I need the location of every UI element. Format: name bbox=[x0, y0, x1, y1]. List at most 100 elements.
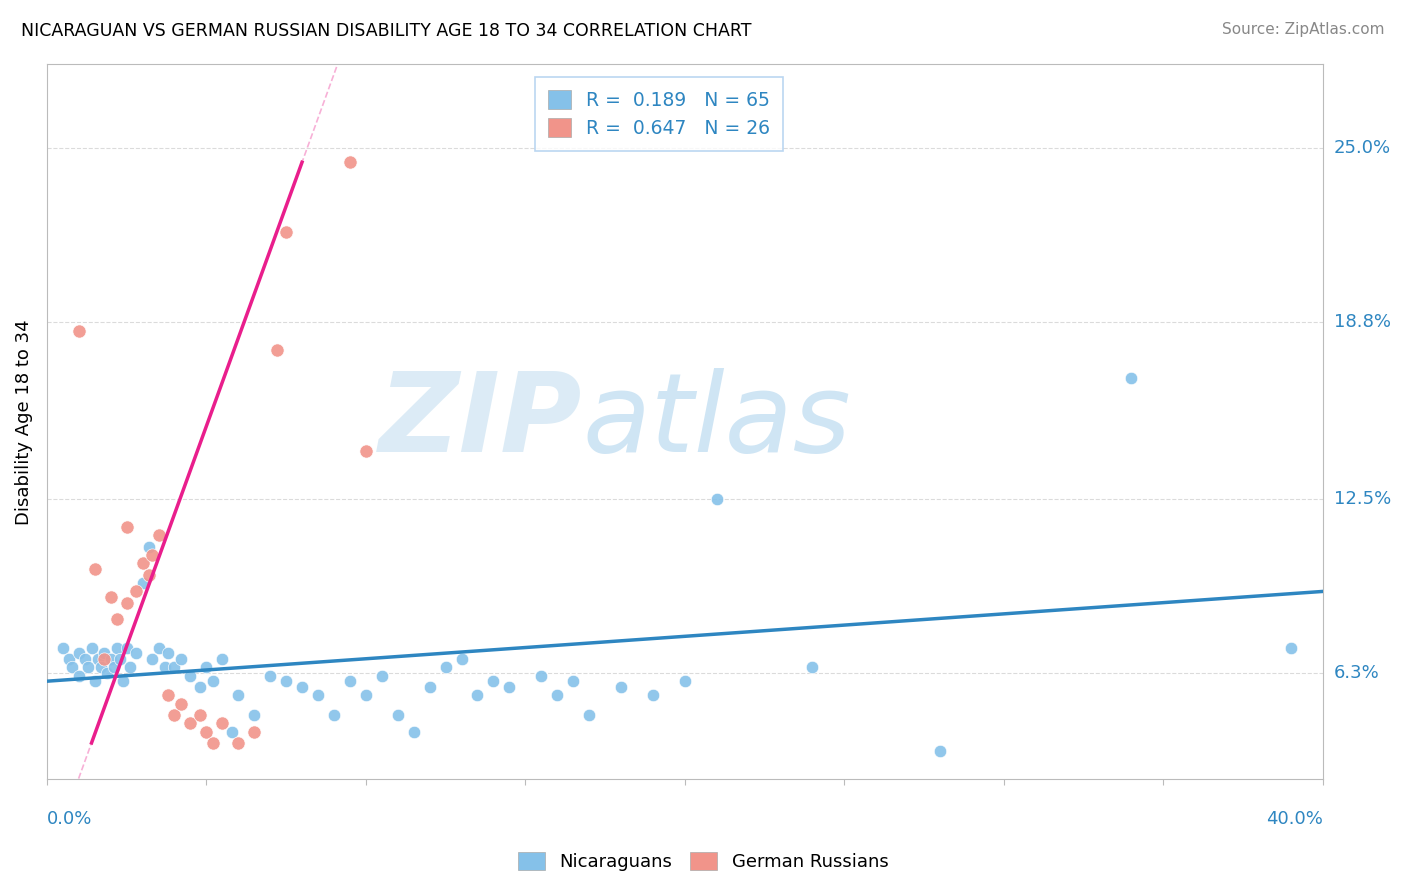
Point bbox=[96, 665, 118, 680]
Point bbox=[201, 674, 224, 689]
Point bbox=[188, 680, 211, 694]
Point bbox=[188, 707, 211, 722]
Point bbox=[93, 652, 115, 666]
Point bbox=[83, 562, 105, 576]
Text: atlas: atlas bbox=[582, 368, 851, 475]
Point bbox=[163, 707, 186, 722]
Point bbox=[307, 688, 329, 702]
Point bbox=[546, 688, 568, 702]
Point bbox=[1279, 640, 1302, 655]
Point bbox=[141, 548, 163, 562]
Point bbox=[138, 567, 160, 582]
Point bbox=[482, 674, 505, 689]
Point bbox=[112, 674, 135, 689]
Point bbox=[706, 491, 728, 506]
Point bbox=[110, 652, 132, 666]
Point bbox=[75, 652, 97, 666]
Point bbox=[163, 660, 186, 674]
Point bbox=[100, 590, 122, 604]
Point bbox=[141, 652, 163, 666]
Point bbox=[148, 528, 170, 542]
Point bbox=[259, 668, 281, 682]
Text: 12.5%: 12.5% bbox=[1334, 490, 1391, 508]
Point bbox=[243, 724, 266, 739]
Point bbox=[211, 716, 233, 731]
Point bbox=[148, 640, 170, 655]
Point bbox=[291, 680, 314, 694]
Point bbox=[221, 724, 243, 739]
Y-axis label: Disability Age 18 to 34: Disability Age 18 to 34 bbox=[15, 319, 32, 524]
Point bbox=[52, 640, 75, 655]
Point bbox=[60, 660, 83, 674]
Text: 0.0%: 0.0% bbox=[46, 810, 93, 828]
Point bbox=[90, 660, 112, 674]
Point bbox=[157, 646, 180, 660]
Point bbox=[402, 724, 425, 739]
Point bbox=[673, 674, 696, 689]
Point bbox=[125, 584, 148, 599]
Point bbox=[138, 540, 160, 554]
Point bbox=[226, 688, 249, 702]
Point bbox=[498, 680, 520, 694]
Point bbox=[467, 688, 489, 702]
Point bbox=[243, 707, 266, 722]
Point bbox=[83, 674, 105, 689]
Point bbox=[610, 680, 633, 694]
Point bbox=[641, 688, 664, 702]
Point bbox=[170, 652, 193, 666]
Point bbox=[67, 324, 90, 338]
Legend: R =  0.189   N = 65, R =  0.647   N = 26: R = 0.189 N = 65, R = 0.647 N = 26 bbox=[536, 77, 783, 151]
Point bbox=[323, 707, 346, 722]
Point bbox=[105, 612, 128, 626]
Point bbox=[67, 668, 90, 682]
Point bbox=[211, 652, 233, 666]
Text: 25.0%: 25.0% bbox=[1334, 139, 1391, 157]
Point bbox=[115, 596, 138, 610]
Point bbox=[434, 660, 457, 674]
Point bbox=[354, 444, 377, 458]
Point bbox=[131, 557, 153, 571]
Text: NICARAGUAN VS GERMAN RUSSIAN DISABILITY AGE 18 TO 34 CORRELATION CHART: NICARAGUAN VS GERMAN RUSSIAN DISABILITY … bbox=[21, 22, 752, 40]
Point bbox=[195, 724, 218, 739]
Point bbox=[801, 660, 824, 674]
Point bbox=[226, 736, 249, 750]
Legend: Nicaraguans, German Russians: Nicaraguans, German Russians bbox=[510, 845, 896, 879]
Point bbox=[125, 646, 148, 660]
Point bbox=[195, 660, 218, 674]
Point bbox=[87, 652, 110, 666]
Point bbox=[339, 155, 361, 169]
Point bbox=[93, 646, 115, 660]
Point bbox=[371, 668, 394, 682]
Point bbox=[450, 652, 472, 666]
Point bbox=[58, 652, 80, 666]
Point bbox=[419, 680, 441, 694]
Point bbox=[131, 576, 153, 591]
Point bbox=[80, 640, 103, 655]
Point bbox=[67, 646, 90, 660]
Point bbox=[179, 716, 201, 731]
Point bbox=[1121, 371, 1143, 385]
Point bbox=[201, 736, 224, 750]
Point bbox=[118, 660, 141, 674]
Point bbox=[153, 660, 176, 674]
Text: ZIP: ZIP bbox=[380, 368, 582, 475]
Point bbox=[274, 674, 297, 689]
Point bbox=[115, 640, 138, 655]
Point bbox=[578, 707, 600, 722]
Point bbox=[274, 226, 297, 240]
Point bbox=[170, 697, 193, 711]
Point bbox=[339, 674, 361, 689]
Point bbox=[929, 744, 952, 758]
Point bbox=[77, 660, 100, 674]
Text: 18.8%: 18.8% bbox=[1334, 313, 1391, 331]
Text: 40.0%: 40.0% bbox=[1265, 810, 1323, 828]
Point bbox=[387, 707, 409, 722]
Text: Source: ZipAtlas.com: Source: ZipAtlas.com bbox=[1222, 22, 1385, 37]
Point bbox=[103, 660, 125, 674]
Point bbox=[179, 668, 201, 682]
Point bbox=[530, 668, 553, 682]
Point bbox=[562, 674, 585, 689]
Point bbox=[100, 652, 122, 666]
Point bbox=[105, 640, 128, 655]
Point bbox=[157, 688, 180, 702]
